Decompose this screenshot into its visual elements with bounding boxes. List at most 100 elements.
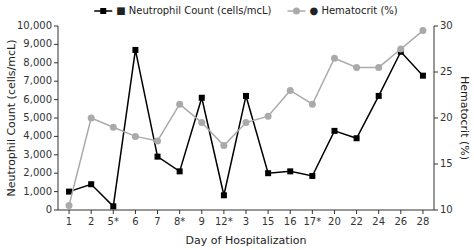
y-tick-label: 8,000: [23, 57, 52, 68]
data-point: [177, 168, 183, 174]
x-tick-label: 17*: [303, 216, 321, 227]
x-tick-label: 3: [243, 216, 249, 227]
x-tick: [312, 210, 313, 214]
x-tick-label: 22: [350, 216, 363, 227]
data-point: [66, 202, 73, 209]
x-tick-label: 24: [372, 216, 385, 227]
x-tick: [334, 210, 335, 214]
y2-tick-label: 25: [440, 66, 453, 77]
legend-item: ■ Neutrophil Count (cells/mcL): [94, 5, 271, 16]
series-line: [69, 31, 423, 206]
x-tick: [91, 210, 92, 214]
x-tick: [268, 210, 269, 214]
x-tick: [69, 210, 70, 214]
y-tick: [54, 191, 58, 192]
x-tick-label: 12*: [215, 216, 233, 227]
y-tick: [54, 118, 58, 119]
data-point: [154, 138, 161, 145]
data-point: [155, 154, 161, 160]
data-point: [132, 133, 139, 140]
page: {"chart_data": {"type": "line", "xlabel"…: [0, 0, 474, 250]
y2-tick: [434, 72, 438, 73]
x-tick: [246, 210, 247, 214]
x-tick: [422, 210, 423, 214]
data-point: [243, 119, 250, 126]
plot-area: [66, 27, 427, 209]
y2-axis-title: Hematocrit (%): [458, 76, 471, 160]
data-point: [110, 203, 116, 209]
data-point: [132, 47, 138, 53]
y-tick: [54, 154, 58, 155]
y2-tick-label: 15: [440, 158, 453, 169]
data-point: [265, 170, 271, 176]
data-point: [309, 101, 316, 108]
data-point: [66, 189, 72, 195]
x-tick: [290, 210, 291, 214]
data-point: [331, 128, 337, 134]
legend: ■ Neutrophil Count (cells/mcL) ● Hematocr…: [94, 5, 398, 16]
x-tick: [113, 210, 114, 214]
y-tick: [54, 136, 58, 137]
y-tick-label: 0: [46, 204, 52, 215]
x-tick: [400, 210, 401, 214]
y-tick-label: 10,000: [17, 20, 52, 31]
x-tick-label: 15: [262, 216, 275, 227]
x-tick-label: 20: [328, 216, 341, 227]
data-point: [199, 95, 205, 101]
data-point: [221, 192, 227, 198]
y2-tick: [434, 210, 438, 211]
y-tick: [54, 44, 58, 45]
x-tick-label: 28: [417, 216, 430, 227]
data-point: [287, 168, 293, 174]
x-tick: [157, 210, 158, 214]
data-point: [375, 64, 382, 71]
legend-item: ● Hematocrit (%): [287, 5, 397, 16]
y2-tick-label: 20: [440, 112, 453, 123]
x-tick: [356, 210, 357, 214]
y-tick: [54, 62, 58, 63]
data-point: [287, 87, 294, 94]
data-point: [198, 119, 205, 126]
x-tick-label: 6: [132, 216, 138, 227]
y-axis-title: Neutrophil Count (cells/mcL): [5, 40, 18, 197]
series-line: [69, 50, 423, 206]
x-tick: [378, 210, 379, 214]
y-tick-label: 9,000: [23, 38, 52, 49]
x-tick-label: 26: [394, 216, 407, 227]
x-tick-label: 5*: [108, 216, 119, 227]
x-tick-label: 9: [199, 216, 205, 227]
y-tick: [54, 99, 58, 100]
x-tick-label: 16: [284, 216, 297, 227]
data-point: [110, 124, 117, 131]
y2-tick-label: 30: [440, 20, 453, 31]
y-tick: [54, 26, 58, 27]
data-point: [220, 142, 227, 149]
legend-label: ● Hematocrit (%): [309, 5, 397, 16]
data-point: [265, 113, 272, 120]
data-point: [420, 73, 426, 79]
data-point: [419, 27, 426, 34]
y-tick-label: 5,000: [23, 112, 52, 123]
y-tick-label: 2,000: [23, 167, 52, 178]
data-point: [88, 115, 95, 122]
y-tick-label: 6,000: [23, 94, 52, 105]
chart: 01,0002,0003,0004,0005,0006,0007,0008,00…: [0, 0, 474, 250]
x-axis-title: Day of Hospitalization: [186, 234, 307, 247]
data-point: [354, 135, 360, 141]
data-point: [376, 93, 382, 99]
legend-marker: [100, 8, 106, 14]
y-tick-label: 4,000: [23, 130, 52, 141]
data-point: [331, 55, 338, 62]
y2-tick: [434, 118, 438, 119]
y2-tick-label: 10: [440, 204, 453, 215]
data-point: [309, 173, 315, 179]
x-tick-label: 2: [88, 216, 94, 227]
y-tick: [54, 173, 58, 174]
data-point: [88, 181, 94, 187]
legend-marker: [293, 8, 300, 15]
x-tick-label: 8*: [174, 216, 185, 227]
y-tick: [54, 210, 58, 211]
y2-tick: [434, 164, 438, 165]
x-tick: [135, 210, 136, 214]
legend-label: ■ Neutrophil Count (cells/mcL): [116, 5, 271, 16]
